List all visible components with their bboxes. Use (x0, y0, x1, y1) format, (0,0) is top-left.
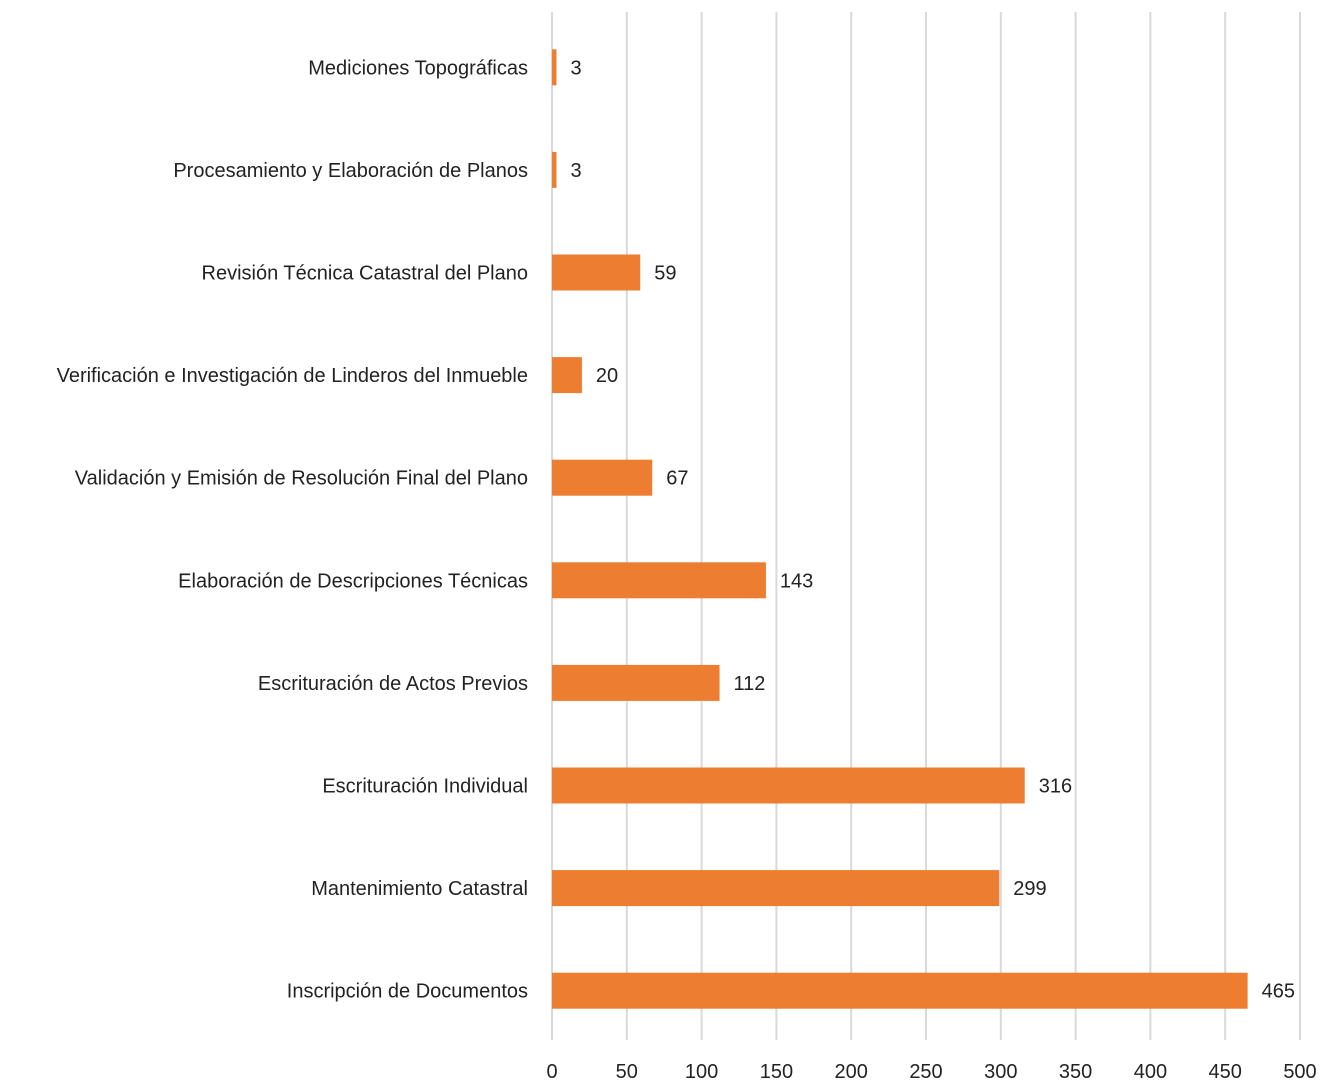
category-labels: Mediciones Topográficas Procesamiento y E… (57, 57, 528, 1002)
x-tick-label: 200 (835, 1061, 868, 1082)
x-tick-label: 350 (1059, 1061, 1092, 1082)
x-tick-label: 300 (984, 1061, 1017, 1082)
x-tick-label: 450 (1209, 1061, 1242, 1082)
data-label: 112 (734, 673, 766, 695)
category-label: Mediciones Topográficas (308, 57, 528, 79)
bars (552, 49, 1248, 1009)
data-label: 316 (1039, 776, 1072, 798)
bar (552, 664, 720, 701)
category-label: Elaboración de Descripciones Técnicas (178, 570, 528, 592)
x-tick-label: 0 (546, 1061, 557, 1082)
category-label: Inscripción de Documentos (287, 981, 528, 1003)
x-tick-label: 100 (685, 1061, 718, 1082)
data-label: 465 (1262, 981, 1295, 1003)
category-label: Revisión Técnica Catastral del Plano (202, 263, 528, 285)
x-tick-label: 400 (1134, 1061, 1167, 1082)
x-tick-label: 50 (616, 1061, 638, 1082)
category-label: Escrituración Individual (322, 776, 528, 798)
data-label: 20 (596, 365, 618, 387)
bar (552, 357, 582, 394)
bar (552, 459, 653, 496)
bar (552, 870, 1000, 907)
data-labels: 3 3 59 20 67 143 112 316 299 465 (570, 57, 1295, 1002)
bar (552, 49, 557, 86)
bar (552, 562, 766, 599)
data-label: 59 (654, 263, 676, 285)
data-label: 3 (570, 57, 581, 79)
data-label: 299 (1013, 878, 1046, 900)
bar (552, 767, 1025, 804)
bar (552, 254, 641, 291)
data-label: 3 (570, 160, 581, 182)
x-axis-tick-labels: 0 50 100 150 200 250 300 350 400 450 500 (546, 1061, 1316, 1082)
category-label: Verificación e Investigación de Linderos… (57, 365, 528, 387)
category-label: Mantenimiento Catastral (311, 878, 528, 900)
category-label: Escrituración de Actos Previos (258, 673, 528, 695)
data-label: 67 (666, 468, 688, 490)
category-label: Validación y Emisión de Resolución Final… (75, 468, 528, 490)
gridlines (551, 12, 1301, 1040)
bar (552, 972, 1248, 1009)
data-label: 143 (780, 570, 813, 592)
x-tick-label: 500 (1283, 1061, 1316, 1082)
x-tick-label: 150 (760, 1061, 793, 1082)
bar (552, 151, 557, 188)
category-label: Procesamiento y Elaboración de Planos (173, 160, 528, 182)
x-tick-label: 250 (909, 1061, 942, 1082)
